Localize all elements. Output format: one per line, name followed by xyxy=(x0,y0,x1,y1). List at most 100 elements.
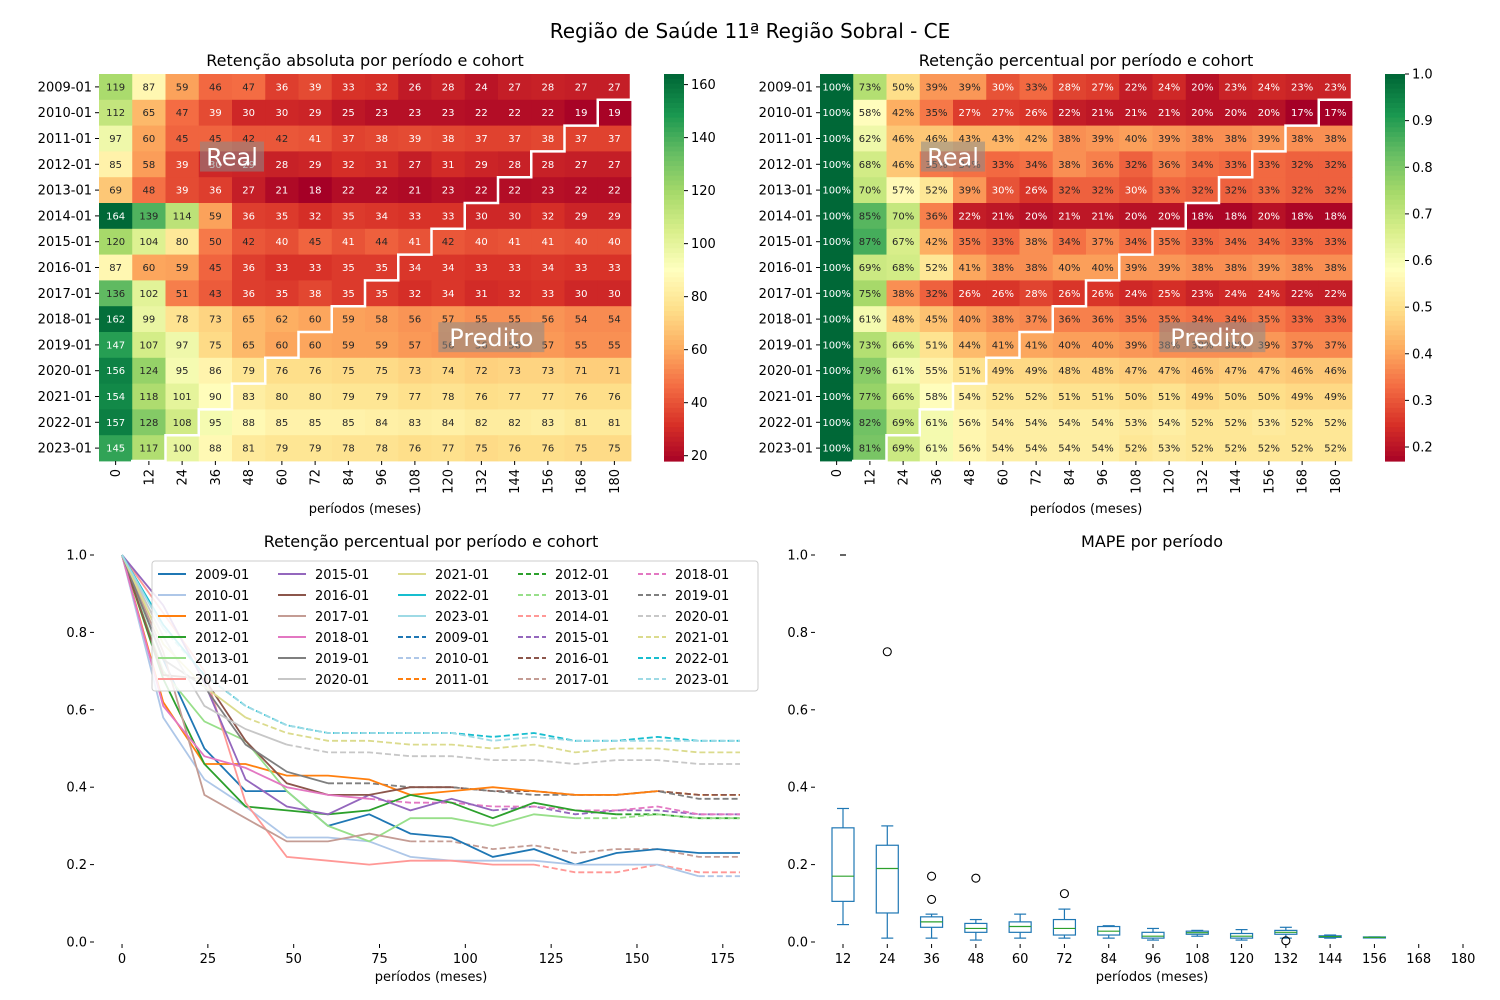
heatmap-cell xyxy=(1185,435,1220,462)
heatmap-cell xyxy=(99,99,133,126)
heatmap-cell xyxy=(1152,357,1187,384)
heatmap-cell xyxy=(298,151,333,178)
heatmap-cell xyxy=(919,383,954,410)
series-line-predicted xyxy=(369,797,740,816)
colorbar-tick-label: 0.7 xyxy=(1412,207,1433,222)
heatmap-cell xyxy=(1318,254,1353,281)
heatmap-cell xyxy=(853,228,887,255)
heatmap-cell xyxy=(1252,357,1286,384)
heatmap-cell xyxy=(1052,280,1087,307)
heatmap-cell-label: 75 xyxy=(608,444,621,455)
heatmap-cell-label: 41% xyxy=(959,263,981,274)
heatmap-cell xyxy=(398,409,432,436)
heatmap-cell-label: 100% xyxy=(822,315,851,326)
heatmap-cell xyxy=(1119,151,1153,178)
colorbar-tick-label: 1.0 xyxy=(1412,68,1433,83)
heatmap-cell xyxy=(1219,383,1253,410)
heatmap-cell xyxy=(1185,280,1220,307)
colorbar-tick-label: 80 xyxy=(691,290,708,305)
heatmap-cell-label: 71 xyxy=(575,366,588,377)
heatmap-cell-label: 37 xyxy=(575,134,588,145)
x-tick-label: 100 xyxy=(453,952,478,967)
heatmap-cell-label: 39% xyxy=(1125,263,1147,274)
heatmap-cell xyxy=(564,409,599,436)
heatmap-cell-label: 69% xyxy=(859,263,881,274)
heatmap-cell-label: 20% xyxy=(1191,82,1213,93)
legend-label: 2019-01 xyxy=(675,589,729,604)
heatmap-cell xyxy=(1252,177,1286,204)
heatmap-cell-label: 52% xyxy=(1125,444,1147,455)
heatmap-cell xyxy=(165,332,200,359)
heatmap-cell-label: 24% xyxy=(1158,82,1180,93)
heatmap-cell-label: 69% xyxy=(892,418,914,429)
heatmap-cell xyxy=(498,409,532,436)
series-line-predicted xyxy=(575,813,740,820)
heatmap-cell-label: 39 xyxy=(309,82,322,93)
heatmap-cell-label: 69 xyxy=(109,186,122,197)
heatmap-cell xyxy=(953,228,987,255)
heatmap-cell xyxy=(165,99,200,126)
legend-label: 2010-01 xyxy=(195,589,249,604)
heatmap-cell-label: 49% xyxy=(1291,392,1313,403)
heatmap-cell-label: 44% xyxy=(959,340,981,351)
heatmap-cell xyxy=(431,254,466,281)
heatmap-cell-label: 58 xyxy=(143,160,156,171)
y-tick-label: 2020-01 xyxy=(38,364,92,379)
legend-label: 2009-01 xyxy=(195,568,249,583)
y-tick-label: 0.4 xyxy=(787,781,808,796)
heatmap-cell xyxy=(919,203,954,230)
heatmap-cell-label: 23 xyxy=(409,108,422,119)
heatmap-cell-label: 29 xyxy=(608,211,621,222)
heatmap-cell-label: 26% xyxy=(992,289,1014,300)
heatmap-cell-label: 157 xyxy=(106,418,125,429)
heatmap-cell xyxy=(1318,357,1353,384)
x-tick-label: 12 xyxy=(863,469,878,486)
heatmap-cell xyxy=(331,228,366,255)
heatmap-cell xyxy=(132,203,166,230)
heatmap-cell-label: 81 xyxy=(608,418,621,429)
colorbar-segment xyxy=(664,441,684,448)
heatmap-cell xyxy=(564,99,599,126)
heatmap-cell xyxy=(886,357,921,384)
heatmap-cell-label: 18% xyxy=(1225,211,1247,222)
heatmap-cell-label: 85 xyxy=(276,418,289,429)
line-chart: Retenção percentual por período e cohort… xyxy=(66,532,759,985)
heatmap-cell-label: 60 xyxy=(276,340,289,351)
heatmap-cell-label: 79 xyxy=(276,444,289,455)
heatmap-cell-label: 100% xyxy=(822,237,851,248)
heatmap-cell-label: 38% xyxy=(892,289,914,300)
colorbar-segment xyxy=(1385,136,1405,143)
heatmap-cell-label: 54% xyxy=(1092,418,1114,429)
heatmap-cell xyxy=(531,228,565,255)
colorbar-segment xyxy=(664,252,684,259)
x-tick-label: 60 xyxy=(1012,952,1029,967)
heatmap-cell xyxy=(1052,409,1087,436)
heatmap-cell-label: 75 xyxy=(342,366,355,377)
heatmap-cell-label: 77 xyxy=(508,392,521,403)
heatmap-cell xyxy=(1219,409,1253,436)
colorbar-segment xyxy=(1385,141,1405,148)
colorbar-segment xyxy=(1385,325,1405,331)
heatmap-cell-label: 18% xyxy=(1324,211,1346,222)
heatmap-cell xyxy=(853,177,887,204)
x-tick-label: 24 xyxy=(879,952,896,967)
heatmap-cell-label: 40 xyxy=(608,237,621,248)
heatmap-cell xyxy=(99,409,133,436)
heatmap-cell-label: 100% xyxy=(822,366,851,377)
colorbar-segment xyxy=(664,93,684,99)
heatmap-cell-label: 100% xyxy=(822,134,851,145)
box-outlier xyxy=(882,647,892,657)
real-annotation: Real xyxy=(927,144,979,172)
heatmap-cell-label: 48 xyxy=(143,186,156,197)
heatmap-cell-label: 87% xyxy=(859,237,881,248)
heatmap-cell xyxy=(464,280,499,307)
heatmap-cell-label: 51% xyxy=(1158,392,1180,403)
heatmap-cell-label: 38 xyxy=(442,134,455,145)
heatmap-cell xyxy=(99,383,133,410)
heatmap-cell-label: 21% xyxy=(1158,108,1180,119)
heatmap-cell-label: 49% xyxy=(1191,392,1213,403)
heatmap-cell-label: 18% xyxy=(1191,211,1213,222)
y-tick-label: 0.2 xyxy=(66,858,87,873)
heatmap-cell xyxy=(820,203,854,230)
heatmap-cell xyxy=(1052,357,1087,384)
